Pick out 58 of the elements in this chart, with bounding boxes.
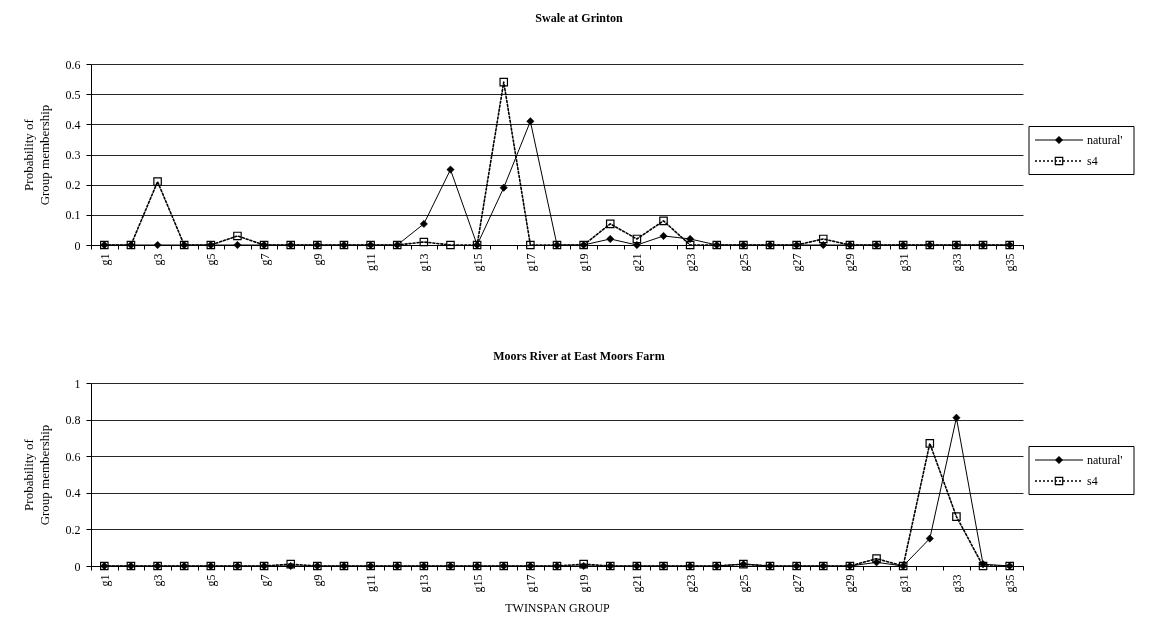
y-tick-label: 0.4: [65, 486, 81, 501]
x-tick-label: g21: [630, 574, 645, 593]
y-tick-label: 0.8: [65, 413, 81, 428]
x-tick-label: g31: [896, 574, 911, 593]
legend-label: natural': [1087, 453, 1123, 467]
y-axis-title: Probability of Group membership: [20, 104, 52, 206]
y-tick-label: 0: [74, 559, 81, 574]
x-tick-label: g15: [470, 574, 485, 593]
y-axis-title: Probability of Group membership: [20, 424, 52, 526]
y-tick-label: 0.1: [65, 208, 81, 223]
y-tick-label: 0.2: [65, 522, 81, 537]
x-tick-label: g7: [257, 574, 272, 587]
x-tick-label: g23: [683, 253, 698, 272]
x-tick-label: g33: [949, 574, 964, 593]
legend-label: s4: [1087, 154, 1098, 168]
x-tick-label: g1: [97, 574, 112, 587]
y-tick-label: 0.5: [65, 87, 81, 102]
x-tick-label: g11: [364, 574, 379, 593]
x-tick-label: g9: [310, 253, 325, 266]
y-tick-label: 0.6: [65, 449, 81, 464]
y-tick-label: 1: [74, 376, 81, 391]
x-tick-label: g29: [843, 253, 858, 272]
x-tick-label: g1: [97, 253, 112, 266]
x-tick-label: g33: [949, 253, 964, 272]
x-tick-label: g19: [577, 574, 592, 593]
y-tick-label: 0.4: [65, 117, 81, 132]
x-axis-title: TWINSPAN GROUP: [505, 600, 611, 615]
y-tick-label: 0.6: [65, 57, 81, 72]
x-tick-label: g27: [790, 574, 805, 593]
x-tick-label: g17: [523, 574, 538, 593]
x-tick-label: g35: [1003, 574, 1018, 593]
legend-label: s4: [1087, 474, 1098, 488]
y-tick-label: 0.2: [65, 178, 81, 193]
legend-label: natural': [1087, 133, 1123, 147]
x-tick-label: g27: [790, 253, 805, 272]
chart-title: Moors River at East Moors Farm: [493, 349, 665, 363]
x-tick-label: g9: [310, 574, 325, 587]
x-tick-label: g21: [630, 253, 645, 272]
x-tick-label: g5: [204, 253, 219, 266]
x-tick-label: g25: [736, 253, 751, 272]
y-tick-label: 0: [74, 238, 81, 253]
y-tick-label: 0.3: [65, 148, 81, 162]
x-tick-label: g7: [257, 253, 272, 266]
x-tick-label: g5: [204, 574, 219, 587]
x-tick-label: g13: [417, 574, 432, 593]
x-tick-label: g19: [577, 253, 592, 272]
x-tick-label: g11: [364, 253, 379, 272]
x-tick-label: g29: [843, 574, 858, 593]
x-tick-label: g35: [1003, 253, 1018, 272]
x-tick-label: g15: [470, 253, 485, 272]
chart-title: Swale at Grinton: [535, 11, 623, 25]
x-tick-label: g13: [417, 253, 432, 272]
x-tick-label: g25: [736, 574, 751, 593]
x-tick-label: g17: [523, 253, 538, 272]
x-tick-label: g3: [151, 253, 166, 266]
x-tick-label: g23: [683, 574, 698, 593]
x-tick-label: g3: [151, 574, 166, 587]
x-tick-label: g31: [896, 253, 911, 272]
